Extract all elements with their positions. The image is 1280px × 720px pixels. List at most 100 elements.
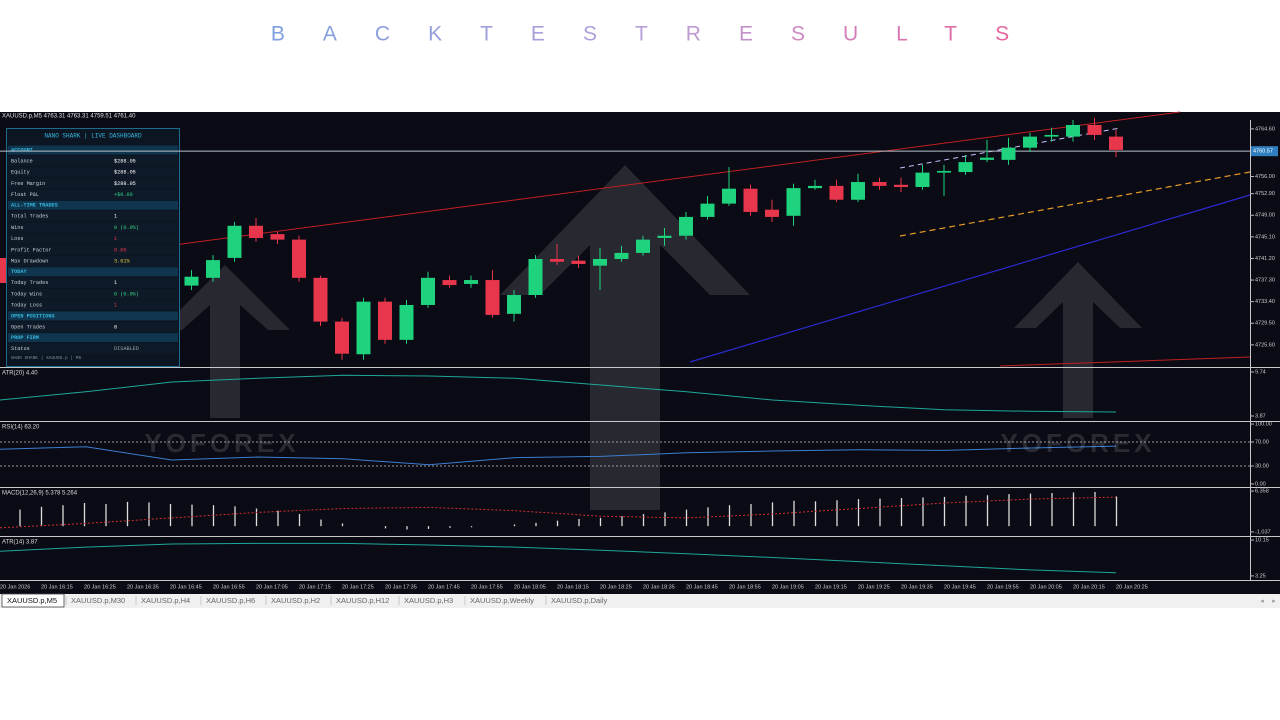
candle-body (292, 239, 306, 278)
candle-body (399, 304, 414, 340)
tab-label[interactable]: XAUUSD.p,H4 (141, 596, 190, 605)
x-tick-label: 20 Jan 19:05 (772, 584, 804, 590)
x-tick-label: 20 Jan 18:25 (600, 584, 632, 590)
y-tick-label: 4729.50 (1255, 321, 1275, 327)
symbol-header: XAUUSD.p,M5 4763.31 4763.31 4759.51 4761… (2, 114, 136, 120)
candle-body (657, 235, 672, 238)
x-tick-label: 20 Jan 19:25 (858, 584, 890, 590)
x-tick-label: 20 Jan 19:55 (987, 584, 1019, 590)
candle-body (442, 280, 457, 286)
y-tick-label: 4725.60 (1255, 342, 1275, 348)
candle-body (313, 277, 328, 322)
candle-body (335, 321, 349, 354)
row-value: $288.05 (114, 170, 136, 176)
candle-body (593, 259, 607, 266)
candle-body (851, 182, 865, 200)
candle-body (829, 185, 844, 200)
y-tick-label: 9.74 (1255, 369, 1266, 375)
x-tick-label: 20 Jan 16:25 (84, 584, 116, 590)
watermark-text: YOFOREX (144, 428, 299, 458)
row-value: 1 (114, 236, 117, 242)
row-value: 1 (114, 280, 117, 286)
tab-label[interactable]: XAUUSD.p,M5 (7, 596, 57, 605)
indicator-label: RSI(14) 63.20 (2, 425, 40, 431)
dashboard: NANO SHARK | LIVE DASHBOARD ACCOUNT Balan… (6, 128, 180, 367)
y-tick-label: 4756.00 (1255, 174, 1275, 180)
scroll-right[interactable]: ▸ (1272, 598, 1276, 605)
candle-body (1001, 147, 1016, 160)
tab-label[interactable]: XAUUSD.p,H6 (206, 596, 255, 605)
row-label: Total Trades (11, 214, 48, 220)
watermark-logo (160, 165, 1142, 510)
row-value: 0.00 (114, 247, 126, 253)
candle-body (249, 225, 263, 238)
x-tick-label: 20 Jan 19:45 (944, 584, 976, 590)
x-tick-label: 20 Jan 16:35 (127, 584, 159, 590)
candle-body (1066, 124, 1080, 137)
candle-body (636, 239, 650, 253)
indicator-line (0, 445, 1117, 466)
candle-body (206, 260, 220, 278)
indicator-line (0, 374, 1117, 413)
row-background (8, 244, 178, 255)
section-header (8, 267, 178, 277)
indicator-line (0, 542, 1117, 574)
candle-body (808, 185, 822, 189)
x-tick-label: 20 Jan 16:55 (213, 584, 245, 590)
row-label: Equity (11, 170, 30, 176)
section-title: OPEN POSITIONS (11, 313, 55, 319)
x-tick-label: 20 Jan 18:45 (686, 584, 718, 590)
tab-label[interactable]: XAUUSD.p,Weekly (470, 596, 534, 605)
section-title: ACCOUNT (11, 147, 33, 153)
x-tick-label: 20 Jan 16:15 (41, 584, 73, 590)
candle-body (485, 280, 500, 315)
dashboard-title: NANO SHARK | LIVE DASHBOARD (44, 133, 142, 140)
candle-body (421, 277, 435, 305)
x-tick-label: 20 Jan 19:35 (901, 584, 933, 590)
row-background (8, 178, 178, 189)
candle-body (378, 301, 392, 340)
tab-label[interactable]: XAUUSD.p,Daily (551, 596, 608, 605)
side-marker (0, 258, 6, 283)
x-tick-label: 20 Jan 17:55 (471, 584, 503, 590)
candle-body (980, 157, 994, 160)
candle-body (786, 188, 801, 216)
scroll-left[interactable]: ◂ (1260, 598, 1264, 605)
candle-body (528, 259, 543, 296)
tab-label[interactable]: XAUUSD.p,H12 (336, 596, 389, 605)
row-value: 1 (114, 214, 117, 220)
candle-body (679, 216, 693, 236)
candle-body (464, 280, 478, 284)
tab-label[interactable]: XAUUSD.p,H3 (404, 596, 453, 605)
row-label: Wins (11, 225, 23, 231)
candle-body (184, 276, 199, 286)
row-label: Balance (11, 158, 33, 164)
row-background (8, 289, 178, 299)
row-background (8, 300, 178, 311)
y-tick-label: 4764.60 (1255, 126, 1275, 132)
candle-body (571, 260, 586, 264)
row-background (8, 211, 178, 222)
panel-separators (0, 120, 1280, 581)
dashboard-footer: NANO SHARK | XAUUSD.p | M5 (11, 355, 82, 361)
section-title: ALL-TIME TRADES (11, 203, 58, 209)
tab-label[interactable]: XAUUSD.p,M30 (71, 596, 125, 605)
candle-body (872, 182, 887, 186)
row-background (8, 233, 178, 244)
section-header (8, 311, 178, 321)
x-tick-label: 20 Jan 17:25 (342, 584, 374, 590)
tab-bar-background (0, 594, 1280, 608)
row-background (8, 156, 178, 166)
current-price-box (1251, 146, 1278, 157)
candle-body (743, 188, 758, 212)
x-tick-label: 20 Jan 17:35 (385, 584, 417, 590)
tab-label[interactable]: XAUUSD.p,H2 (271, 596, 320, 605)
section-title: PROP FIRM (11, 335, 39, 341)
x-tick-label: 20 Jan 18:55 (729, 584, 761, 590)
row-label: Profit Factor (11, 247, 51, 253)
row-label: Today Wins (11, 291, 42, 297)
indicator-label: ATR(20) 4.40 (2, 371, 38, 377)
tab-bar: ◂ ▸ XAUUSD.p,M5 XAUUSD.p,M30 XAUUSD.p,H4 XA… (0, 593, 1280, 608)
row-background (8, 189, 178, 200)
